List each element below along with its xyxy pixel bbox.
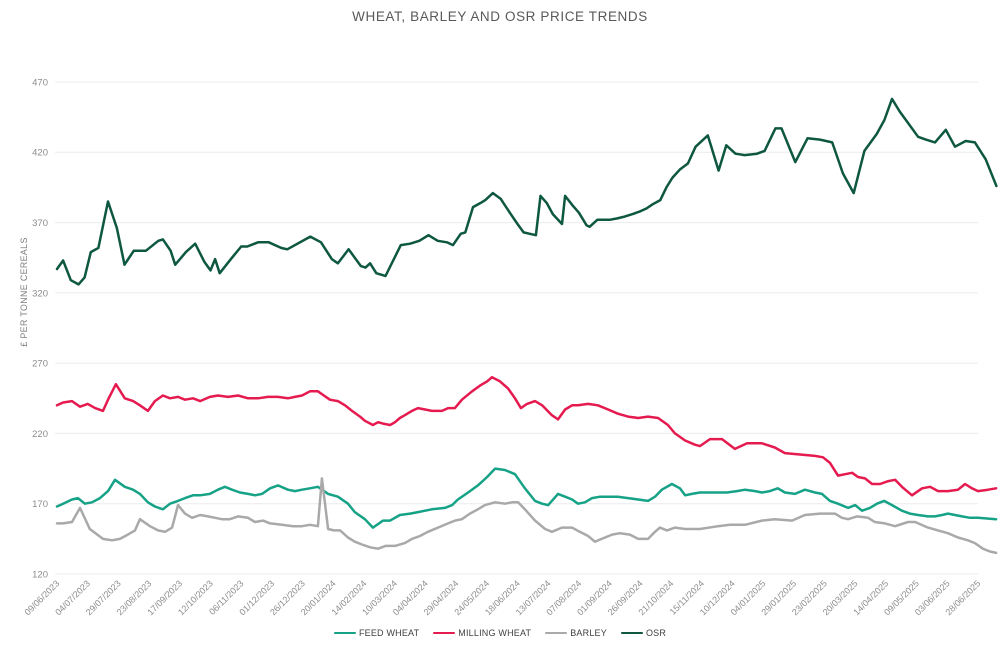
- y-tick-label: 320: [32, 288, 48, 299]
- legend-swatch-icon: [620, 631, 643, 635]
- legend-item-milling-wheat[interactable]: MILLING WHEAT: [433, 628, 531, 638]
- legend-swatch-icon: [433, 631, 456, 635]
- legend-item-barley[interactable]: BARLEY: [545, 628, 607, 638]
- series-line-barley: [55, 477, 998, 555]
- chart-title: WHEAT, BARLEY AND OSR PRICE TRENDS: [352, 9, 648, 24]
- legend-label: BARLEY: [570, 628, 607, 638]
- y-tick-label: 220: [32, 429, 48, 440]
- legend-item-osr[interactable]: OSR: [620, 628, 667, 638]
- y-tick-label: 270: [32, 359, 48, 370]
- y-tick-label: 370: [32, 218, 48, 229]
- y-tick-label: 420: [32, 148, 48, 159]
- legend-label: MILLING WHEAT: [458, 628, 532, 638]
- legend-label: FEED WHEAT: [358, 628, 420, 638]
- legend-item-feed-wheat[interactable]: FEED WHEAT: [333, 628, 420, 638]
- series-line-osr: [55, 97, 998, 286]
- y-axis-title: £ PER TONNE CEREALS: [19, 237, 29, 346]
- legend-label: OSR: [645, 628, 667, 638]
- gridlines: [55, 81, 978, 575]
- series-line-feed-wheat: [55, 467, 998, 529]
- series-line-milling-wheat: [55, 375, 998, 497]
- data-series-lines: [55, 97, 998, 555]
- legend: FEED WHEAT MILLING WHEAT BARLEY OSR: [0, 628, 1000, 638]
- y-tick-label: 120: [32, 569, 48, 580]
- x-axis-tick-labels: 09/06/202304/07/202329/07/202323/08/2023…: [22, 578, 982, 617]
- y-axis-tick-labels: 120 170 220 270 320 370 420 470: [32, 77, 48, 580]
- y-tick-label: 470: [32, 77, 48, 88]
- legend-swatch-icon: [545, 631, 568, 635]
- legend-swatch-icon: [333, 631, 356, 635]
- y-tick-label: 170: [32, 499, 48, 510]
